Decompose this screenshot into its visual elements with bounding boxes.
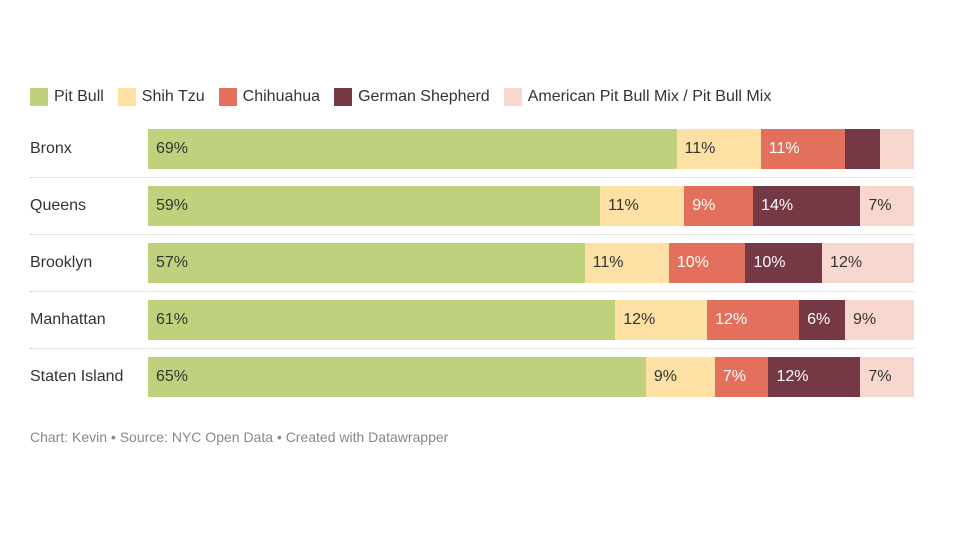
- legend-item: Chihuahua: [218, 88, 321, 106]
- bar-segment: 11%: [599, 186, 685, 226]
- bar-segment: 14%: [753, 186, 861, 226]
- bar-segment: [845, 129, 880, 169]
- legend-swatch: [334, 88, 353, 106]
- bar-row: 61% 12% 12% 6% 9%: [148, 300, 914, 340]
- legend-item: American Pit Bull Mix / Pit Bull Mix: [503, 88, 772, 106]
- bar-segment: 12%: [707, 300, 800, 340]
- bar-segment: 7%: [860, 186, 914, 226]
- bar-segment: 69%: [148, 129, 677, 169]
- legend-item: Shih Tzu: [117, 88, 205, 106]
- legend-item: German Shepherd: [334, 88, 490, 106]
- bar-segment: 11%: [760, 129, 846, 169]
- row-separator: [30, 234, 914, 235]
- bar-segment: 12%: [822, 243, 914, 283]
- bar-segment: 10%: [668, 243, 746, 283]
- row-separator: [30, 177, 914, 178]
- bar-segment: 12%: [768, 357, 861, 397]
- bar-segment: 59%: [148, 186, 600, 226]
- chart-footer: Chart: Kevin • Source: NYC Open Data • C…: [30, 429, 449, 445]
- row-separator: [30, 348, 914, 349]
- bar-row: 59% 11% 9% 14% 7%: [148, 186, 914, 226]
- bar-segment: 65%: [148, 357, 646, 397]
- legend-item: Pit Bull: [30, 88, 104, 106]
- bar-segment: 12%: [615, 300, 708, 340]
- row-label: Brooklyn: [30, 254, 93, 271]
- legend-label: Shih Tzu: [141, 88, 205, 105]
- legend-swatch: [117, 88, 136, 106]
- bar-segment: 9%: [845, 300, 914, 340]
- row-label: Bronx: [30, 140, 72, 157]
- bar-segment: 7%: [860, 357, 914, 397]
- bar-row: 57% 11% 10% 10% 12%: [148, 243, 914, 283]
- bar-row: 65% 9% 7% 12% 7%: [148, 357, 914, 397]
- legend-swatch: [218, 88, 237, 106]
- bar-row: 69% 11% 11%: [148, 129, 914, 169]
- bar-segment: 11%: [676, 129, 761, 169]
- bar-segment: [879, 129, 914, 169]
- legend-label: Pit Bull: [54, 88, 104, 105]
- legend-label: German Shepherd: [358, 88, 490, 105]
- bar-segment: 10%: [745, 243, 823, 283]
- bar-segment: 7%: [714, 357, 769, 397]
- row-separator: [30, 291, 914, 292]
- legend-swatch: [503, 88, 522, 106]
- bar-segment: 57%: [148, 243, 585, 283]
- legend-label: American Pit Bull Mix / Pit Bull Mix: [527, 88, 772, 105]
- row-label: Queens: [30, 197, 87, 214]
- legend: Pit Bull Shih Tzu Chihuahua German Shepherd…: [30, 88, 785, 106]
- bar-segment: 61%: [148, 300, 616, 340]
- row-label: Staten Island: [30, 368, 124, 385]
- bar-segment: 11%: [584, 243, 669, 283]
- bar-segment: 9%: [645, 357, 715, 397]
- row-label: Manhattan: [30, 311, 106, 328]
- legend-swatch: [30, 88, 48, 106]
- legend-label: Chihuahua: [242, 88, 321, 105]
- bar-segment: 9%: [684, 186, 754, 226]
- bar-segment: 6%: [799, 300, 846, 340]
